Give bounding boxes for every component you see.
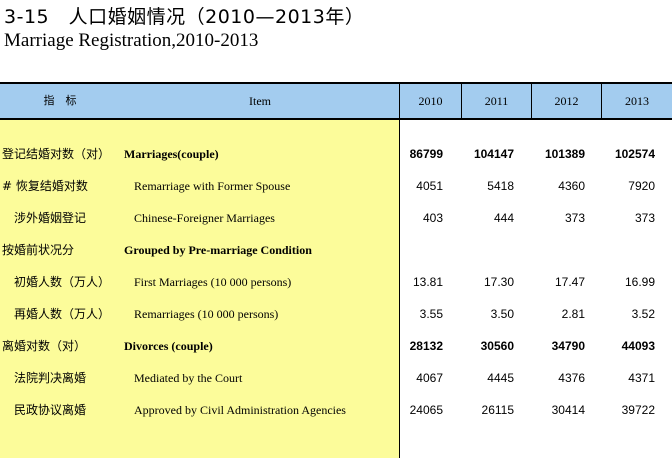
column-divider — [461, 82, 462, 118]
cell-value-2013: 39722 — [621, 403, 655, 417]
cell-value-2012: 373 — [564, 211, 585, 225]
cell-value-2010: 13.81 — [412, 275, 443, 289]
cell-value-2012: 30414 — [551, 403, 585, 417]
cell-value-2011: 104147 — [473, 147, 514, 161]
cell-value-2012: 4376 — [558, 371, 585, 385]
table-row: 离婚对数（对） Divorces (couple) 28132 30560 34790 4… — [0, 330, 672, 362]
cell-value-2010: 28132 — [409, 339, 443, 353]
cell-value-2011: 3.50 — [490, 307, 514, 321]
cell-value-2013: 3.52 — [631, 307, 655, 321]
table-row: 初婚人数（万人） First Marriages (10 000 persons)… — [0, 266, 672, 298]
cell-value-2010: 24065 — [409, 403, 443, 417]
row-label-chinese: 按婚前状况分 — [2, 243, 75, 257]
row-label-english: Remarriages (10 000 persons) — [134, 307, 279, 321]
header-item: Item — [249, 94, 271, 108]
row-label-chinese: 离婚对数（对） — [2, 339, 87, 353]
column-divider — [399, 82, 400, 458]
cell-value-2010: 4067 — [416, 371, 443, 385]
row-label-chinese: 初婚人数（万人） — [14, 275, 111, 289]
cell-value-2011: 26115 — [481, 403, 514, 417]
cell-value-2011: 17.30 — [483, 275, 514, 289]
row-label-english: Remarriage with Former Spouse — [134, 179, 291, 193]
cell-value-2012: 2.81 — [561, 307, 585, 321]
cell-value-2013: 102574 — [614, 147, 655, 161]
row-label-chinese: # 恢复结婚对数 — [2, 179, 88, 193]
header-year-2012: 2012 — [554, 94, 579, 108]
row-label-english: Grouped by Pre-marriage Condition — [124, 243, 312, 257]
row-label-english: Marriages(couple) — [124, 147, 219, 161]
page-title-english: Marriage Registration,2010-2013 — [4, 30, 259, 51]
row-label-english: Divorces (couple) — [124, 339, 213, 353]
header-indicator: 指 标 — [43, 94, 77, 107]
cell-value-2012: 17.47 — [554, 275, 585, 289]
marriage-table: 指 标 Item 2010 2011 2012 2013 登记结婚对数（对） Ma… — [0, 82, 672, 458]
cell-value-2012: 34790 — [551, 339, 585, 353]
cell-value-2013: 16.99 — [624, 275, 655, 289]
table-row: 法院判决离婚 Mediated by the Court 4067 4445 4376 4… — [0, 362, 672, 394]
column-divider — [531, 82, 532, 118]
table-row: 再婚人数（万人） Remarriages (10 000 persons) 3.55… — [0, 298, 672, 330]
cell-value-2010: 403 — [422, 211, 443, 225]
table-row: 民政协议离婚 Approved by Civil Administration A… — [0, 394, 672, 426]
row-label-chinese: 涉外婚姻登记 — [14, 211, 87, 225]
cell-value-2012: 101389 — [544, 147, 585, 161]
row-label-chinese: 民政协议离婚 — [14, 403, 87, 417]
cell-value-2013: 44093 — [621, 339, 655, 353]
table-row: 登记结婚对数（对） Marriages(couple) 86799 104147 101… — [0, 138, 672, 170]
row-label-english: Mediated by the Court — [134, 371, 243, 385]
header-year-2013: 2013 — [625, 94, 649, 108]
row-label-chinese: 法院判决离婚 — [14, 371, 87, 385]
table-header: 指 标 Item 2010 2011 2012 2013 — [0, 82, 672, 120]
table-row: 按婚前状况分 Grouped by Pre-marriage Condition — [0, 234, 672, 266]
row-label-chinese: 再婚人数（万人） — [14, 307, 111, 321]
cell-value-2013: 4371 — [628, 371, 655, 385]
cell-value-2011: 4445 — [487, 371, 514, 385]
cell-value-2010: 4051 — [416, 179, 443, 193]
column-divider — [601, 82, 602, 118]
row-label-chinese: 登记结婚对数（对） — [2, 147, 111, 161]
cell-value-2013: 7920 — [628, 179, 655, 193]
cell-value-2011: 5418 — [487, 179, 514, 193]
row-label-english: First Marriages (10 000 persons) — [134, 275, 292, 289]
cell-value-2010: 3.55 — [419, 307, 443, 321]
cell-value-2010: 86799 — [409, 147, 443, 161]
cell-value-2011: 30560 — [480, 339, 514, 353]
cell-value-2011: 444 — [493, 211, 514, 225]
cell-value-2013: 373 — [634, 211, 655, 225]
header-year-2010: 2010 — [418, 94, 443, 108]
page-title-chinese: 3-15 人口婚姻情况（2010—2013年） — [4, 6, 365, 28]
row-label-english: Chinese-Foreigner Marriages — [134, 211, 275, 225]
cell-value-2012: 4360 — [558, 179, 585, 193]
table-row: 涉外婚姻登记 Chinese-Foreigner Marriages 403 444 3… — [0, 202, 672, 234]
row-label-english: Approved by Civil Administration Agencie… — [134, 403, 346, 417]
table-row: # 恢复结婚对数 Remarriage with Former Spouse 405… — [0, 170, 672, 202]
label-column-background — [0, 120, 399, 458]
header-year-2011: 2011 — [484, 94, 509, 108]
